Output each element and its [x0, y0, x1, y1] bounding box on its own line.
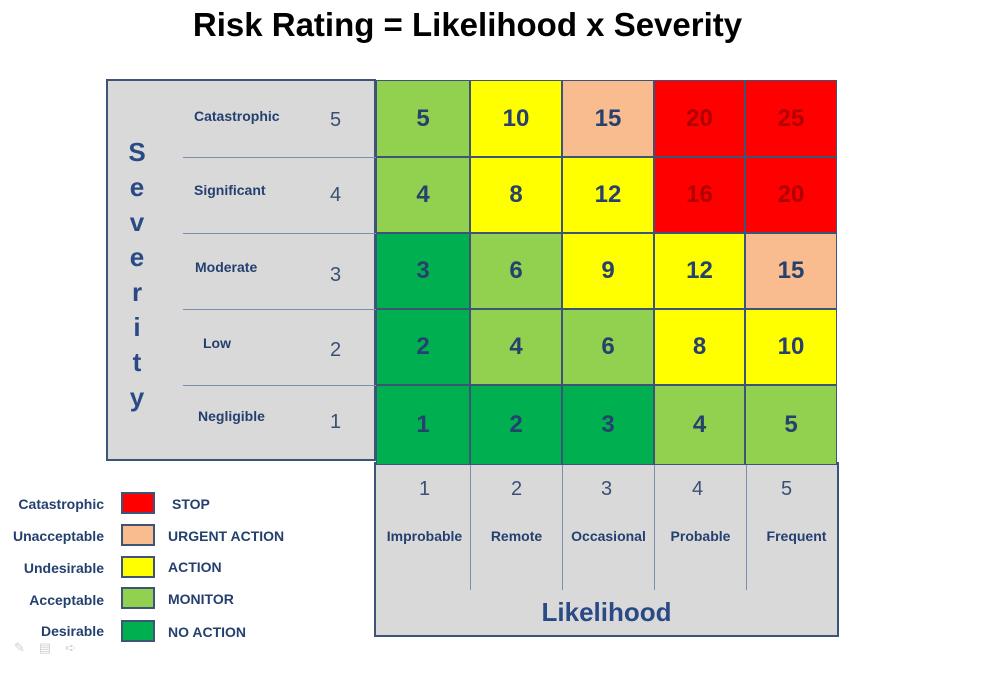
severity-panel: [106, 79, 376, 461]
severity-label-negligible: Negligible: [198, 408, 265, 424]
arrow-icon[interactable]: ➪: [65, 640, 91, 655]
severity-label-moderate: Moderate: [195, 259, 258, 275]
matrix-cell: 15: [745, 233, 837, 309]
likelihood-divider: [746, 462, 747, 590]
severity-divider: [183, 157, 376, 158]
severity-title-letter: i: [133, 312, 141, 342]
matrix-cell: 25: [745, 80, 837, 157]
legend-category-undesirable: Undesirable: [23, 560, 104, 576]
legend-action-stop: STOP: [172, 496, 210, 512]
legend-category-desirable: Desirable: [40, 623, 104, 639]
matrix-cell: 9: [562, 233, 654, 309]
matrix-cell: 4: [376, 157, 470, 233]
severity-divider: [183, 385, 376, 386]
severity-label-catastrophic: Catastrophic: [194, 108, 280, 124]
legend-category-acceptable: Acceptable: [29, 592, 104, 608]
likelihood-divider: [654, 462, 655, 590]
severity-value-2: 2: [330, 339, 342, 361]
legend-action-urgent-action: URGENT ACTION: [168, 528, 285, 544]
matrix-cell: 5: [745, 385, 837, 465]
likelihood-value-1: 1: [418, 478, 431, 500]
severity-title-letter: v: [129, 207, 145, 237]
legend-swatch-catastrophic: [121, 492, 155, 514]
severity-axis-title: S e v e r i t y: [125, 137, 149, 417]
severity-value-3: 3: [330, 264, 342, 286]
likelihood-value-4: 4: [691, 478, 704, 500]
likelihood-value-5: 5: [780, 478, 793, 500]
matrix-cell: 16: [654, 157, 745, 233]
matrix-cell: 20: [654, 80, 745, 157]
severity-title-letter: e: [129, 242, 145, 272]
severity-divider: [183, 233, 376, 234]
risk-matrix: 5 10 15 20 25 4 8 12 16 20 3 6 9 12 15 2 4 6 8 10 1 2 3 4 5: [376, 80, 837, 465]
legend-category-catastrophic: Catastrophic: [18, 496, 104, 512]
page-title: Risk Rating = Likelihood x Severity: [192, 6, 743, 43]
legend-category-unacceptable: Unacceptable: [12, 528, 104, 544]
severity-label-low: Low: [203, 335, 231, 351]
likelihood-label-improbable: Improbable: [386, 528, 463, 544]
matrix-cell: 6: [470, 233, 562, 309]
severity-value-4: 4: [330, 184, 342, 206]
legend-action-no-action: NO ACTION: [168, 624, 247, 640]
legend-swatch-undesirable: [121, 556, 155, 578]
matrix-cell: 10: [745, 309, 837, 385]
matrix-cell: 20: [745, 157, 837, 233]
matrix-cell: 5: [376, 80, 470, 157]
matrix-cell: 2: [470, 385, 562, 465]
slide-toolbar-icons: ✎▤➪: [14, 640, 90, 656]
likelihood-label-frequent: Frequent: [766, 528, 827, 544]
severity-title-letter: r: [131, 277, 143, 307]
matrix-cell: 6: [562, 309, 654, 385]
likelihood-divider: [470, 462, 471, 590]
severity-title-letter: S: [128, 137, 146, 167]
severity-label-significant: Significant: [194, 182, 266, 198]
likelihood-label-occasional: Occasional: [571, 528, 646, 544]
matrix-cell: 12: [654, 233, 745, 309]
matrix-cell: 4: [470, 309, 562, 385]
matrix-cell: 10: [470, 80, 562, 157]
legend-swatch-unacceptable: [121, 524, 155, 546]
legend-swatch-acceptable: [121, 587, 155, 609]
likelihood-label-remote: Remote: [490, 528, 543, 544]
matrix-cell: 3: [562, 385, 654, 465]
likelihood-value-3: 3: [600, 478, 613, 500]
matrix-cell: 1: [376, 385, 470, 465]
matrix-cell: 12: [562, 157, 654, 233]
matrix-cell: 2: [376, 309, 470, 385]
likelihood-value-2: 2: [510, 478, 523, 500]
severity-title-letter: y: [129, 382, 145, 412]
matrix-cell: 8: [654, 309, 745, 385]
legend-action-action: ACTION: [168, 559, 222, 575]
legend-swatch-desirable: [121, 620, 155, 642]
severity-title-letter: t: [132, 347, 142, 377]
likelihood-label-probable: Probable: [670, 528, 731, 544]
matrix-cell: 15: [562, 80, 654, 157]
severity-value-5: 5: [330, 109, 342, 131]
pen-icon[interactable]: ✎: [14, 640, 39, 655]
severity-divider: [183, 309, 376, 310]
severity-value-1: 1: [330, 411, 342, 433]
legend-action-monitor: MONITOR: [168, 591, 234, 607]
severity-title-letter: e: [129, 172, 145, 202]
likelihood-axis-title: Likelihood: [541, 597, 672, 627]
likelihood-divider: [562, 462, 563, 590]
matrix-cell: 8: [470, 157, 562, 233]
matrix-cell: 3: [376, 233, 470, 309]
menu-icon[interactable]: ▤: [38, 640, 66, 655]
likelihood-panel: [374, 462, 839, 637]
matrix-cell: 4: [654, 385, 745, 465]
